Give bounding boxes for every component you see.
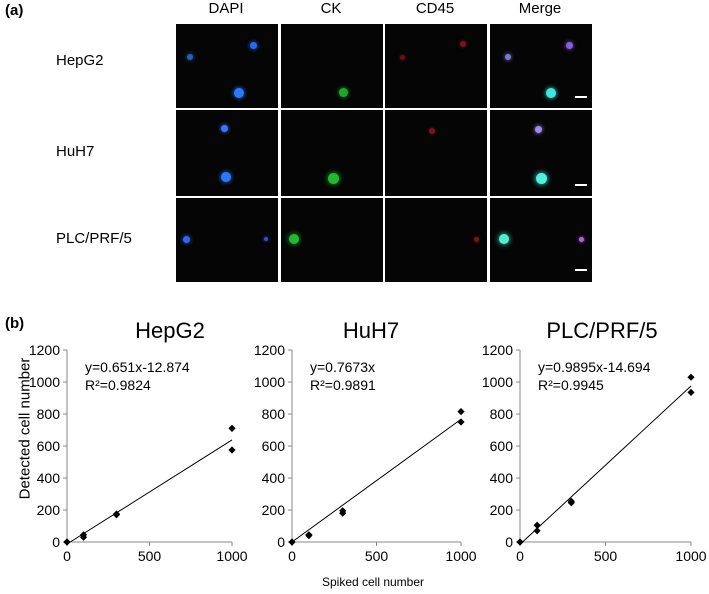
trendline xyxy=(522,385,692,543)
x-tick-label: 1000 xyxy=(445,548,476,564)
x-tick-label: 0 xyxy=(516,548,524,564)
trendline xyxy=(69,439,233,543)
data-point xyxy=(567,497,575,505)
panel-a-label: (a) xyxy=(5,2,24,19)
chart-huh7: 0 200 400 600 800 1000 1200 0 500 1000 y=0.7673x R²… xyxy=(254,342,477,564)
micrograph-huh7-merge xyxy=(490,110,592,196)
y-tick-label: 800 xyxy=(262,406,286,422)
row-label-hepg2: HepG2 xyxy=(56,52,104,69)
scale-bar xyxy=(575,184,587,186)
x-tick-label: 500 xyxy=(138,548,162,564)
data-point xyxy=(228,446,236,454)
data-point xyxy=(533,527,541,535)
x-tick-label: 1000 xyxy=(675,548,706,564)
micrograph-plc-cd45 xyxy=(385,198,487,282)
data-point xyxy=(112,511,121,519)
y-tick-label: 400 xyxy=(262,470,286,486)
equation-label: y=0.7673x xyxy=(310,359,375,375)
micrograph-huh7-ck xyxy=(281,110,383,196)
data-point xyxy=(228,424,236,432)
y-tick-label: 600 xyxy=(37,438,61,454)
column-header-dapi: DAPI xyxy=(208,0,244,17)
y-tick-label: 1200 xyxy=(482,342,513,358)
x-tick-label: 500 xyxy=(594,548,618,564)
micrograph-hepg2-merge xyxy=(490,24,592,108)
chart-hepg2: 0 200 400 600 800 1000 1200 0 500 1000 y=0.651x-12… xyxy=(29,342,248,564)
panel-b-label: (b) xyxy=(5,315,25,332)
chart-title-hepg2: HepG2 xyxy=(135,318,205,343)
chart-title-huh7: HuH7 xyxy=(342,318,400,343)
column-header-cd45: CD45 xyxy=(415,0,455,17)
data-point xyxy=(687,373,695,381)
micrograph-plc-ck xyxy=(281,198,383,282)
y-tick-label: 1000 xyxy=(482,374,513,390)
x-tick-label: 0 xyxy=(63,548,71,564)
data-point xyxy=(457,408,465,416)
data-point xyxy=(63,538,71,546)
r-squared-label: R²=0.9891 xyxy=(310,377,376,393)
x-axis-title: Spiked cell number xyxy=(321,575,425,589)
y-tick-label: 200 xyxy=(262,502,286,518)
equation-label: y=0.9895x-14.694 xyxy=(538,359,651,375)
micrograph-huh7-cd45 xyxy=(385,110,487,196)
row-label-plc-prf-5: PLC/PRF/5 xyxy=(56,230,132,247)
micrograph-hepg2-dapi xyxy=(176,24,278,108)
data-point xyxy=(533,521,541,529)
column-header-ck: CK xyxy=(320,0,342,17)
y-tick-label: 0 xyxy=(52,534,60,550)
y-tick-label: 800 xyxy=(37,406,61,422)
y-tick-label: 600 xyxy=(490,438,514,454)
column-header-merge: Merge xyxy=(518,0,562,17)
data-point xyxy=(457,418,465,426)
data-point xyxy=(339,507,347,515)
chart-plc-prf-5: 0 200 400 600 800 1000 1200 0 500 1000 y=0.9895x-1… xyxy=(482,342,707,564)
x-tick-label: 1000 xyxy=(216,548,247,564)
y-tick-label: 1200 xyxy=(29,342,60,358)
micrograph-plc-merge xyxy=(490,198,592,282)
chart-title-plc-prf-5: PLC/PRF/5 xyxy=(546,318,658,343)
r-squared-label: R²=0.9824 xyxy=(85,377,151,393)
data-point xyxy=(305,531,313,539)
y-tick-label: 200 xyxy=(490,502,514,518)
trendline xyxy=(291,418,462,543)
data-point xyxy=(79,531,88,539)
row-label-huh7: HuH7 xyxy=(56,143,95,160)
data-point xyxy=(288,538,296,546)
y-tick-label: 0 xyxy=(277,534,285,550)
x-tick-label: 500 xyxy=(365,548,389,564)
y-tick-label: 400 xyxy=(37,470,61,486)
y-tick-label: 600 xyxy=(262,438,286,454)
y-tick-label: 200 xyxy=(37,502,61,518)
y-tick-label: 800 xyxy=(490,406,514,422)
data-point xyxy=(687,388,695,396)
data-point xyxy=(516,538,524,546)
micrograph-hepg2-cd45 xyxy=(385,24,487,108)
y-tick-label: 1200 xyxy=(254,342,285,358)
micrograph-huh7-dapi xyxy=(176,110,278,196)
y-tick-label: 400 xyxy=(490,470,514,486)
y-tick-label: 1000 xyxy=(254,374,285,390)
micrograph-plc-dapi xyxy=(176,198,278,282)
x-tick-label: 0 xyxy=(288,548,296,564)
y-tick-label: 0 xyxy=(505,534,513,550)
equation-label: y=0.651x-12.874 xyxy=(85,359,190,375)
r-squared-label: R²=0.9945 xyxy=(538,377,604,393)
scale-bar xyxy=(575,269,587,271)
scale-bar xyxy=(575,96,587,98)
y-tick-label: 1000 xyxy=(29,374,60,390)
micrograph-hepg2-ck xyxy=(281,24,383,108)
